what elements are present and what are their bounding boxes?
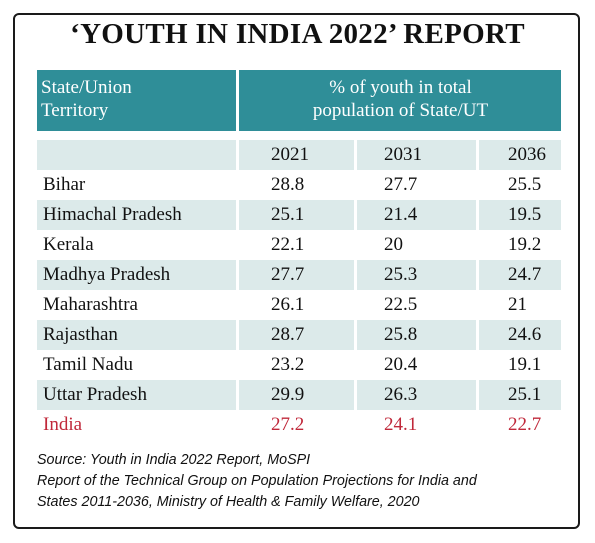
state-name: Maharashtra [43,294,138,315]
source-line3: States 2011-2036, Ministry of Health & F… [37,494,420,510]
value-2031: 20.4 [384,354,418,375]
year-2036: 2036 [508,144,546,165]
table-row: Rajasthan 28.7 25.8 24.6 [37,320,561,350]
state-name: Rajasthan [43,324,118,345]
year-2031: 2031 [384,144,422,165]
table-header [37,70,561,131]
table-row: Uttar Pradesh 29.9 26.3 25.1 [37,380,561,410]
state-name: Bihar [43,174,86,195]
table-row: Bihar 28.8 27.7 25.5 [37,170,561,200]
state-name: Tamil Nadu [43,354,133,375]
value-2036: 24.7 [508,264,542,285]
value-2031: 24.1 [384,414,418,435]
page-title: ‘YOUTH IN INDIA 2022’ REPORT [70,18,525,50]
year-header-row: 2021 2031 2036 [37,140,561,170]
state-name: Uttar Pradesh [43,384,147,405]
value-2036: 25.5 [508,174,542,195]
column-divider [354,131,357,441]
column-divider [476,131,479,441]
value-2031: 20 [384,234,403,255]
table-row: Tamil Nadu 23.2 20.4 19.1 [37,350,561,380]
table-row: Maharashtra 26.1 22.5 21 [37,290,561,320]
source-line2: Report of the Technical Group on Populat… [37,473,477,489]
table-row: Kerala 22.1 20 19.2 [37,230,561,260]
header-state-line1: State/Union [41,77,132,98]
value-2036: 19.5 [508,204,542,225]
table-row: Madhya Pradesh 27.7 25.3 24.7 [37,260,561,290]
value-2036: 25.1 [508,384,542,405]
state-name: India [43,414,83,435]
year-2021: 2021 [271,144,309,165]
value-2031: 25.3 [384,264,418,285]
header-state-label: State/Union Territory [41,76,231,122]
value-2036: 21 [508,294,527,315]
value-2021: 26.1 [271,294,305,315]
header-percent-line1: % of youth in total [329,77,472,98]
value-2021: 28.7 [271,324,305,345]
value-2031: 27.7 [384,174,418,195]
value-2036: 19.1 [508,354,542,375]
value-2031: 22.5 [384,294,418,315]
header-state-line2: Territory [41,100,109,121]
value-2021: 27.7 [271,264,305,285]
value-2036: 19.2 [508,234,542,255]
value-2031: 26.3 [384,384,418,405]
total-row: India 27.2 24.1 22.7 [37,410,561,440]
value-2021: 27.2 [271,414,305,435]
source-line1: Source: Youth in India 2022 Report, MoSP… [37,452,311,468]
header-percent-line2: population of State/UT [312,100,489,121]
value-2021: 22.1 [271,234,305,255]
state-name: Himachal Pradesh [43,204,182,225]
value-2036: 22.7 [508,414,542,435]
table-row: Himachal Pradesh 25.1 21.4 19.5 [37,200,561,230]
state-name: Kerala [43,234,94,255]
value-2021: 25.1 [271,204,305,225]
source-note: Source: Youth in India 2022 Report, MoSP… [37,450,567,513]
state-name: Madhya Pradesh [43,264,171,285]
header-divider [236,70,239,131]
value-2021: 23.2 [271,354,305,375]
value-2036: 24.6 [508,324,542,345]
column-divider [236,131,239,441]
value-2021: 29.9 [271,384,305,405]
header-percent-label: % of youth in total population of State/… [240,76,561,122]
value-2031: 21.4 [384,204,418,225]
value-2021: 28.8 [271,174,305,195]
value-2031: 25.8 [384,324,418,345]
